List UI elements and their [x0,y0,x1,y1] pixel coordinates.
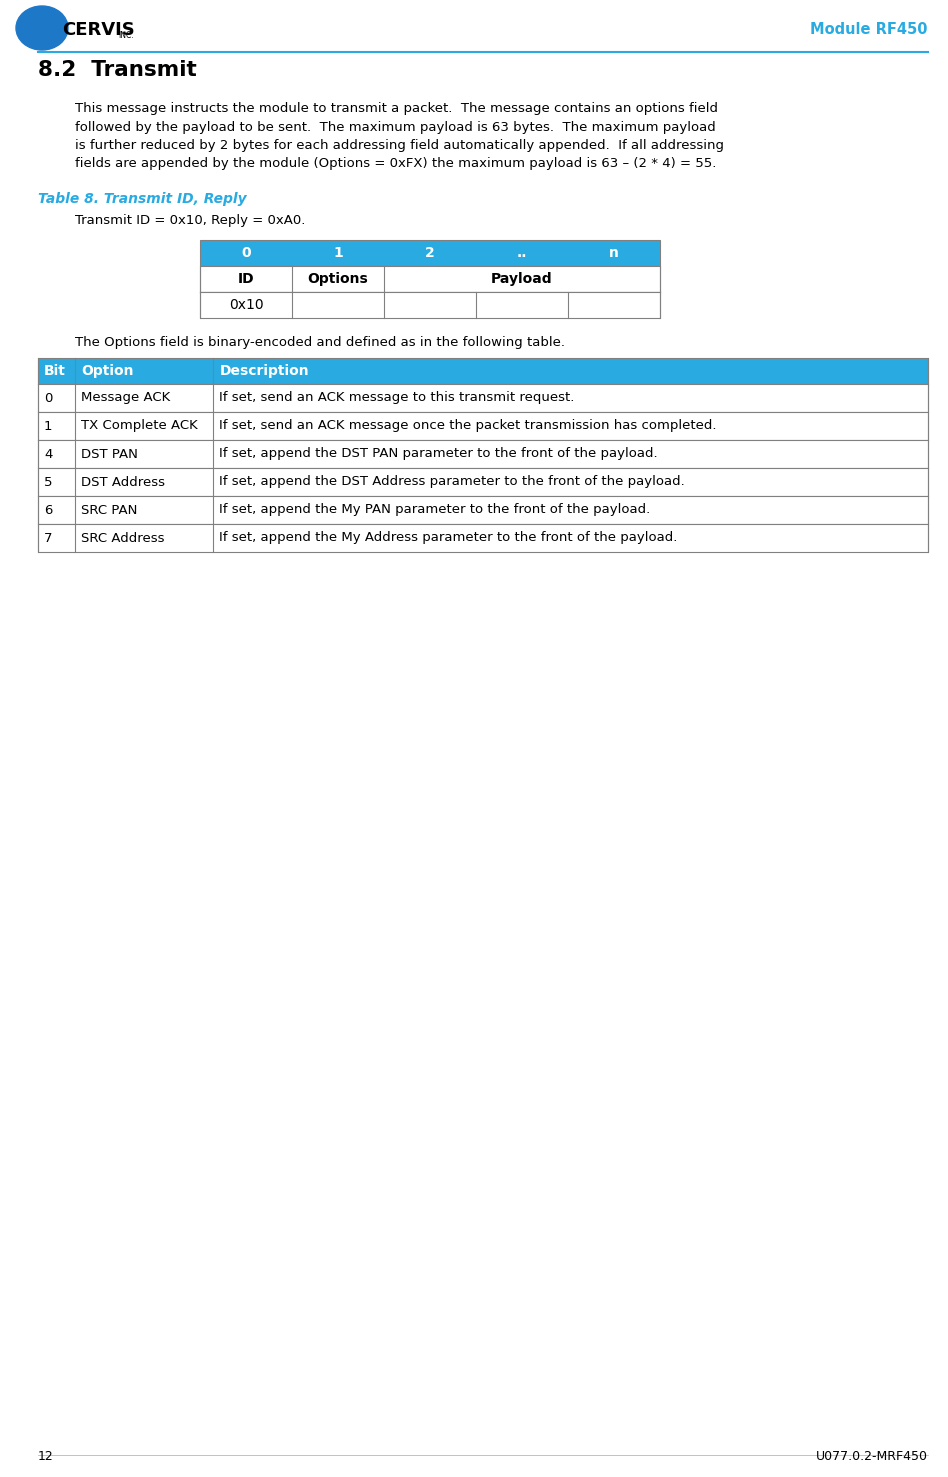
Bar [38,412,928,440]
Text: TX Complete ACK: TX Complete ACK [82,419,198,433]
Text: SRC Address: SRC Address [82,532,165,545]
Text: CERVIS: CERVIS [62,21,135,38]
Text: n: n [609,247,619,260]
Bar [38,524,928,552]
Text: The Options field is binary-encoded and defined as in the following table.: The Options field is binary-encoded and … [75,335,565,349]
Text: ID: ID [238,272,254,287]
Text: If set, send an ACK message once the packet transmission has completed.: If set, send an ACK message once the pac… [219,419,717,433]
Text: If set, append the DST Address parameter to the front of the payload.: If set, append the DST Address parameter… [219,476,685,489]
Bar [38,440,928,468]
Text: 12: 12 [38,1450,54,1464]
Bar [200,266,660,292]
Text: Table 8. Transmit ID, Reply: Table 8. Transmit ID, Reply [38,192,246,205]
Text: 8.2  Transmit: 8.2 Transmit [38,61,197,80]
Bar [38,496,928,524]
Text: 1: 1 [333,247,343,260]
Text: Module RF450: Module RF450 [811,22,928,37]
Text: Description: Description [219,363,309,378]
Text: Bit: Bit [44,363,65,378]
Text: ..: .. [517,247,527,260]
Text: 2: 2 [425,247,435,260]
Text: fields are appended by the module (Options = 0xFX) the maximum payload is 63 – (: fields are appended by the module (Optio… [75,158,717,170]
Text: If set, send an ACK message to this transmit request.: If set, send an ACK message to this tran… [219,391,574,405]
Text: Options: Options [307,272,369,287]
Text: Payload: Payload [491,272,553,287]
Text: 0: 0 [44,391,52,405]
Text: DST PAN: DST PAN [82,448,138,461]
Text: Message ACK: Message ACK [82,391,171,405]
Text: Transmit ID = 0x10, Reply = 0xA0.: Transmit ID = 0x10, Reply = 0xA0. [75,214,305,227]
Bar [38,384,928,412]
Text: 1: 1 [44,419,52,433]
Text: If set, append the My PAN parameter to the front of the payload.: If set, append the My PAN parameter to t… [219,504,650,517]
Bar [38,468,928,496]
Ellipse shape [16,6,68,50]
Text: SRC PAN: SRC PAN [82,504,137,517]
Bar [200,239,660,266]
Text: Option: Option [82,363,134,378]
Text: 0: 0 [241,247,251,260]
Text: If set, append the DST PAN parameter to the front of the payload.: If set, append the DST PAN parameter to … [219,448,658,461]
Text: 5: 5 [44,476,52,489]
Text: DST Address: DST Address [82,476,165,489]
Text: 4: 4 [44,448,52,461]
Text: U077.0.2-MRF450: U077.0.2-MRF450 [816,1450,928,1464]
Bar [38,357,928,384]
Text: followed by the payload to be sent.  The maximum payload is 63 bytes.  The maxim: followed by the payload to be sent. The … [75,121,716,133]
Text: 7: 7 [44,532,52,545]
Text: INC.: INC. [118,31,134,40]
Text: 0x10: 0x10 [228,298,264,312]
Text: If set, append the My Address parameter to the front of the payload.: If set, append the My Address parameter … [219,532,678,545]
Text: 6: 6 [44,504,52,517]
Text: This message instructs the module to transmit a packet.  The message contains an: This message instructs the module to tra… [75,102,718,115]
Text: is further reduced by 2 bytes for each addressing field automatically appended. : is further reduced by 2 bytes for each a… [75,139,724,152]
Bar [200,292,660,318]
